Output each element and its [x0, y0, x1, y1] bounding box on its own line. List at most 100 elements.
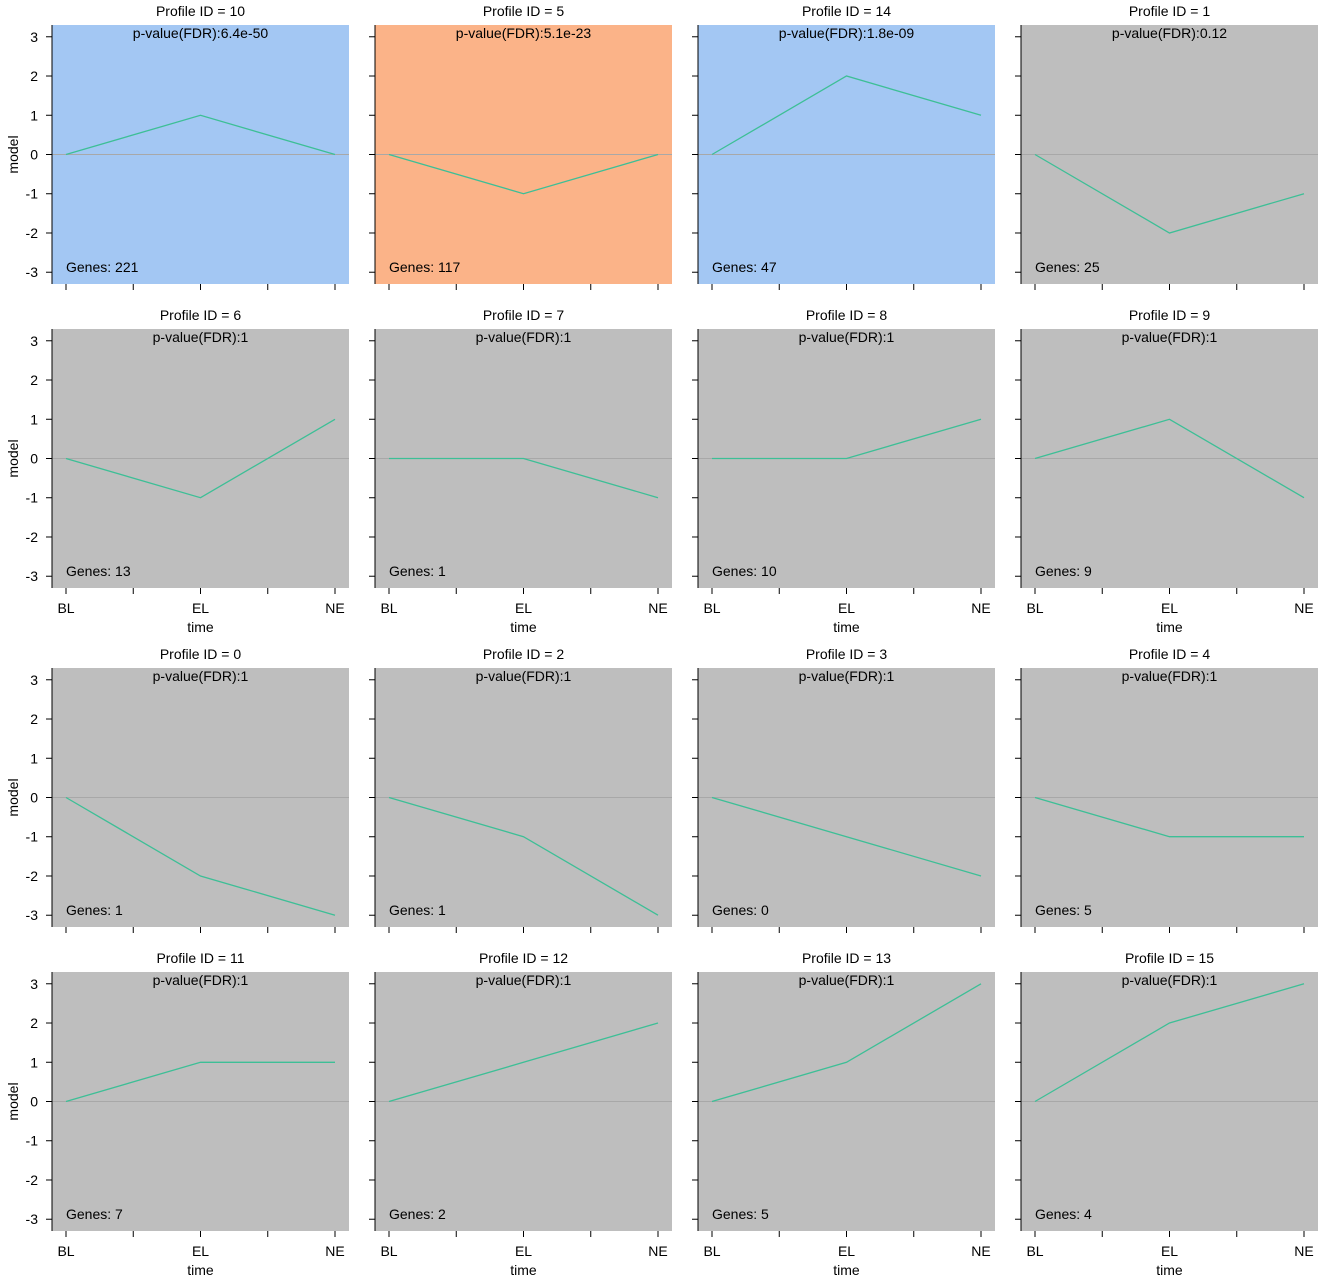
y-tick-label: -1	[26, 1133, 39, 1149]
y-tick-label: 2	[30, 711, 38, 727]
x-tick-label: BL	[1026, 600, 1043, 616]
y-tick-label: 0	[30, 790, 38, 806]
x-tick-label: NE	[648, 600, 667, 616]
panel-title: Profile ID = 14	[802, 3, 891, 19]
x-axis-label: time	[510, 619, 537, 635]
y-tick-label: 2	[30, 372, 38, 388]
y-tick-label: 3	[30, 976, 38, 992]
panel-title: Profile ID = 0	[160, 646, 242, 662]
profile-panel: Profile ID = 14 p-value(FDR):1.8e-09 Genes…	[692, 3, 995, 290]
x-tick-label: EL	[838, 600, 855, 616]
pvalue-label: p-value(FDR):1	[153, 972, 249, 988]
profile-panel: Profile ID = 8 p-value(FDR):1 Genes: 10 BL E…	[692, 307, 995, 635]
y-tick-label: -1	[26, 829, 39, 845]
pvalue-label: p-value(FDR):5.1e-23	[456, 25, 592, 41]
profile-panel: Profile ID = 9 p-value(FDR):1 Genes: 9 BL EL…	[1015, 307, 1318, 635]
profile-line	[65, 418, 336, 499]
profile-line	[65, 1061, 335, 1103]
profile-panel: Profile ID = 3 p-value(FDR):1 Genes: 0	[692, 646, 995, 933]
y-tick-label: -2	[26, 868, 39, 884]
genes-label: Genes: 5	[1035, 902, 1092, 918]
y-axis-label: model	[5, 439, 21, 477]
y-tick-label: -3	[26, 907, 39, 923]
pvalue-label: p-value(FDR):6.4e-50	[133, 25, 269, 41]
x-tick-label: NE	[1294, 1243, 1313, 1259]
x-tick-label: BL	[57, 1243, 74, 1259]
genes-label: Genes: 2	[389, 1206, 446, 1222]
profile-panel: Profile ID = 15 p-value(FDR):1 Genes: 4 BL E…	[1015, 950, 1318, 1278]
y-tick-label: 0	[30, 1094, 38, 1110]
x-axis-label: time	[833, 619, 860, 635]
profile-line	[65, 114, 336, 156]
y-tick-label: 2	[30, 68, 38, 84]
x-tick-label: EL	[1161, 600, 1178, 616]
y-tick-label: -1	[26, 490, 39, 506]
profile-line	[388, 153, 659, 195]
pvalue-label: p-value(FDR):1	[799, 972, 895, 988]
genes-label: Genes: 5	[712, 1206, 769, 1222]
y-tick-label: 3	[30, 29, 38, 45]
pvalue-label: p-value(FDR):1	[476, 668, 572, 684]
profile-panel: Profile ID = 2 p-value(FDR):1 Genes: 1	[369, 646, 672, 933]
profile-line	[711, 983, 982, 1103]
profile-panel: Profile ID = 0 p-value(FDR):1 Genes: 1 -3 -2…	[5, 646, 349, 933]
y-tick-label: 3	[30, 672, 38, 688]
x-tick-label: NE	[325, 1243, 344, 1259]
profile-line	[1034, 796, 1304, 838]
profile-panel: Profile ID = 4 p-value(FDR):1 Genes: 5	[1015, 646, 1318, 933]
panel-title: Profile ID = 1	[1129, 3, 1211, 19]
y-axis-label: model	[5, 778, 21, 816]
pvalue-label: p-value(FDR):1	[153, 668, 249, 684]
pvalue-label: p-value(FDR):1	[476, 972, 572, 988]
y-tick-label: -2	[26, 529, 39, 545]
panel-title: Profile ID = 3	[806, 646, 888, 662]
y-axis-label: model	[5, 1082, 21, 1120]
x-tick-label: EL	[192, 1243, 209, 1259]
y-tick-label: -1	[26, 186, 39, 202]
x-tick-label: BL	[380, 1243, 397, 1259]
genes-label: Genes: 4	[1035, 1206, 1092, 1222]
y-axis-label: model	[5, 135, 21, 173]
x-axis-label: time	[1156, 1262, 1183, 1278]
panel-title: Profile ID = 6	[160, 307, 242, 323]
genes-label: Genes: 13	[66, 563, 131, 579]
pvalue-label: p-value(FDR):1	[799, 668, 895, 684]
x-tick-label: BL	[703, 600, 720, 616]
profile-panel: Profile ID = 10 p-value(FDR):6.4e-50 Genes…	[5, 3, 349, 290]
panel-title: Profile ID = 4	[1129, 646, 1211, 662]
x-axis-label: time	[187, 1262, 214, 1278]
x-tick-label: BL	[1026, 1243, 1043, 1259]
y-tick-label: 0	[30, 147, 38, 163]
genes-label: Genes: 117	[389, 259, 461, 275]
x-tick-label: EL	[515, 600, 532, 616]
profile-line	[1034, 418, 1305, 499]
profile-line	[711, 75, 982, 156]
x-tick-label: BL	[380, 600, 397, 616]
y-tick-label: -2	[26, 1172, 39, 1188]
x-tick-label: BL	[703, 1243, 720, 1259]
genes-label: Genes: 25	[1035, 259, 1100, 275]
panel-title: Profile ID = 5	[483, 3, 565, 19]
x-axis-label: time	[833, 1262, 860, 1278]
y-tick-label: -3	[26, 1211, 39, 1227]
x-tick-label: NE	[648, 1243, 667, 1259]
panel-title: Profile ID = 9	[1129, 307, 1211, 323]
genes-label: Genes: 47	[712, 259, 777, 275]
y-tick-label: 2	[30, 1015, 38, 1031]
y-tick-label: -2	[26, 225, 39, 241]
y-tick-label: 1	[30, 411, 38, 427]
profile-line	[65, 796, 336, 916]
genes-label: Genes: 7	[66, 1206, 123, 1222]
genes-label: Genes: 9	[1035, 563, 1092, 579]
panel-title: Profile ID = 2	[483, 646, 565, 662]
pvalue-label: p-value(FDR):1	[476, 329, 572, 345]
panel-title: Profile ID = 12	[479, 950, 568, 966]
pvalue-label: p-value(FDR):1	[1122, 329, 1218, 345]
pvalue-label: p-value(FDR):1	[1122, 972, 1218, 988]
x-axis-label: time	[187, 619, 214, 635]
genes-label: Genes: 1	[389, 563, 446, 579]
profile-line	[1034, 153, 1305, 234]
x-tick-label: NE	[971, 1243, 990, 1259]
x-tick-label: BL	[57, 600, 74, 616]
